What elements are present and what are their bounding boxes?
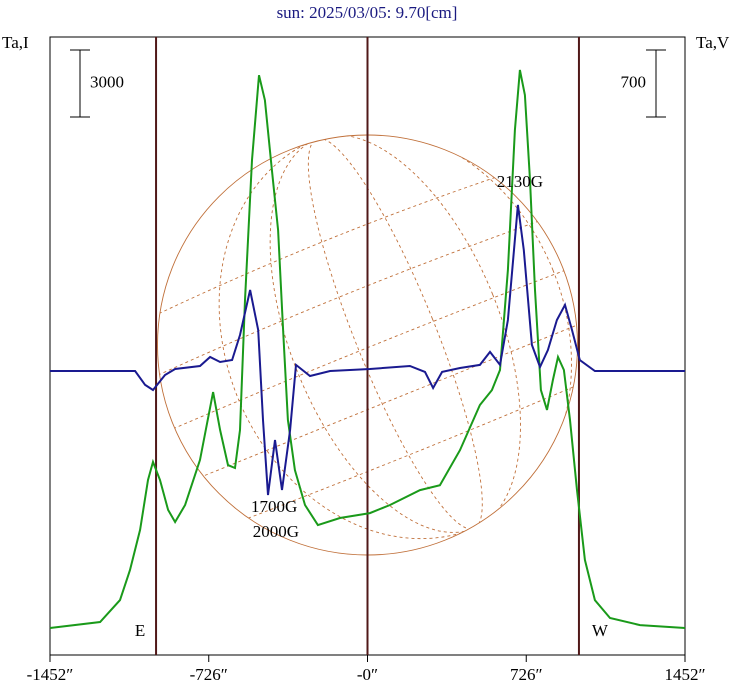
annotation: W (592, 621, 609, 640)
annotation: 2000G (253, 522, 299, 541)
x-tick-label: 1452″ (664, 665, 705, 684)
scale-bar-label: 700 (621, 72, 647, 91)
annotation: 2130G (497, 172, 543, 191)
solar-disk (126, 128, 618, 556)
y2-axis-label: Ta,V (696, 33, 730, 52)
y-axis-label: Ta,I (2, 33, 29, 52)
annotation: 1700G (251, 497, 297, 516)
x-tick-label: 726″ (510, 665, 543, 684)
scale-bar-label: 3000 (90, 72, 124, 91)
x-tick-label: -0″ (357, 665, 378, 684)
x-tick-label: -1452″ (27, 665, 74, 684)
series-line (49, 69, 686, 629)
chart-title: sun: 2025/03/05: 9.70[cm] (277, 3, 458, 22)
annotation: E (135, 621, 145, 640)
x-tick-label: -726″ (190, 665, 228, 684)
series-line (50, 204, 685, 496)
